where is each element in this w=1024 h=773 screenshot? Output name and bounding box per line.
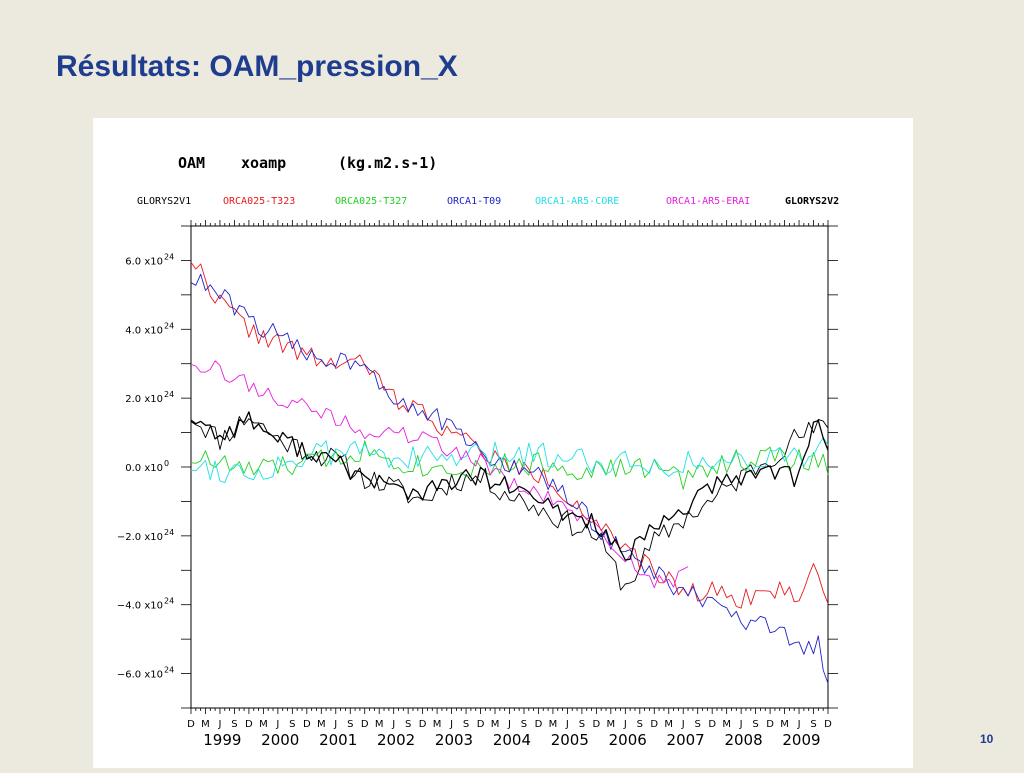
x-year-label: 1999 — [203, 731, 241, 749]
x-month-label: D — [477, 719, 485, 730]
x-year-label: 2000 — [261, 731, 299, 749]
x-year-label: 2001 — [319, 731, 357, 749]
x-year-label: 2002 — [377, 731, 415, 749]
y-tick-label: −4.0 x10 — [117, 601, 163, 612]
chart-title-part: OAM — [178, 154, 205, 172]
x-month-label: D — [708, 719, 716, 730]
x-month-label: J — [275, 719, 279, 730]
x-month-label: S — [637, 719, 643, 730]
x-month-label: D — [593, 719, 601, 730]
y-tick-label: 6.0 x10 — [125, 256, 163, 267]
legend-entry: ORCA1-AR5-CORE — [535, 196, 619, 207]
x-month-label: S — [521, 719, 527, 730]
x-month-label: J — [391, 719, 395, 730]
x-month-label: D — [766, 719, 774, 730]
axis-ticks: 6.0 x10 244.0 x10 242.0 x10 240.0 x10 0−2.0 … — [117, 220, 838, 749]
legend-entry: GLORYS2V1 — [137, 196, 191, 207]
x-month-label: D — [303, 719, 311, 730]
legend-entry: ORCA025-T327 — [335, 196, 407, 207]
x-month-label: D — [535, 719, 543, 730]
x-month-label: J — [623, 719, 627, 730]
x-month-label: D — [650, 719, 658, 730]
x-month-label: M — [549, 719, 558, 730]
y-tick-label: −6.0 x10 — [117, 670, 163, 681]
series-line — [190, 416, 829, 591]
series-line — [190, 437, 829, 484]
slide-title: Résultats: OAM_pression_X — [56, 50, 458, 83]
x-month-label: J — [217, 719, 221, 730]
x-month-label: M — [722, 719, 731, 730]
oam-line-chart: OAM xoamp (kg.m2.s-1) GLORYS2V1 ORCA025-T32… — [117, 154, 839, 749]
x-month-label: M — [433, 719, 442, 730]
y-tick-exponent: 24 — [164, 252, 174, 261]
x-month-label: J — [507, 719, 511, 730]
x-year-label: 2006 — [609, 731, 647, 749]
y-tick-label: 0.0 x10 — [125, 463, 163, 474]
legend-entry: ORCA1-T09 — [447, 196, 501, 207]
x-month-label: J — [565, 719, 569, 730]
x-year-label: 2009 — [782, 731, 820, 749]
x-month-label: S — [405, 719, 411, 730]
y-tick-exponent: 24 — [164, 597, 174, 606]
series-line — [190, 262, 829, 609]
x-month-label: J — [333, 719, 337, 730]
x-month-label: J — [449, 719, 453, 730]
y-tick-exponent: 24 — [164, 390, 174, 399]
x-month-label: J — [797, 719, 801, 730]
x-month-label: S — [752, 719, 758, 730]
y-tick-label: −2.0 x10 — [117, 532, 163, 543]
y-tick-exponent: 24 — [164, 666, 174, 675]
x-year-label: 2008 — [724, 731, 762, 749]
x-year-label: 2004 — [493, 731, 531, 749]
x-month-label: D — [419, 719, 427, 730]
x-month-label: M — [375, 719, 384, 730]
chart-title-part: (kg.m2.s-1) — [338, 154, 437, 172]
x-month-label: M — [664, 719, 673, 730]
x-year-label: 2007 — [667, 731, 705, 749]
x-month-label: J — [739, 719, 743, 730]
x-month-label: D — [187, 719, 195, 730]
x-month-label: J — [681, 719, 685, 730]
y-tick-exponent: 24 — [164, 321, 174, 330]
x-month-label: S — [231, 719, 237, 730]
x-month-label: M — [491, 719, 500, 730]
y-tick-exponent: 24 — [164, 528, 174, 537]
series-line — [190, 360, 689, 589]
y-tick-label: 4.0 x10 — [125, 325, 163, 336]
x-year-label: 2005 — [551, 731, 589, 749]
x-month-label: S — [810, 719, 816, 730]
legend-entry: GLORYS2V2 — [785, 196, 839, 207]
legend-entry: ORCA1-AR5-ERAI — [666, 196, 750, 207]
series-line — [190, 411, 829, 561]
series-lines — [190, 262, 829, 684]
chart-title: OAM xoamp (kg.m2.s-1) — [178, 154, 437, 172]
x-month-label: D — [824, 719, 832, 730]
x-year-label: 2003 — [435, 731, 473, 749]
x-month-label: S — [289, 719, 295, 730]
x-month-label: M — [607, 719, 616, 730]
legend: GLORYS2V1 ORCA025-T323 ORCA025-T327 ORCA1-T… — [137, 196, 839, 207]
x-month-label: M — [780, 719, 789, 730]
y-tick-label: 2.0 x10 — [125, 394, 163, 405]
series-line — [190, 273, 829, 684]
y-tick-exponent: 0 — [164, 459, 169, 468]
x-month-label: M — [317, 719, 326, 730]
x-month-label: S — [579, 719, 585, 730]
x-month-label: S — [463, 719, 469, 730]
x-month-label: M — [259, 719, 268, 730]
x-month-label: S — [695, 719, 701, 730]
page-number: 10 — [980, 732, 994, 746]
x-month-label: D — [361, 719, 369, 730]
x-month-label: S — [347, 719, 353, 730]
chart-title-part: xoamp — [241, 154, 286, 172]
x-month-label: M — [201, 719, 210, 730]
x-month-label: D — [245, 719, 253, 730]
legend-entry: ORCA025-T323 — [223, 196, 295, 207]
chart-panel: OAM xoamp (kg.m2.s-1) GLORYS2V1 ORCA025-T32… — [93, 118, 913, 768]
